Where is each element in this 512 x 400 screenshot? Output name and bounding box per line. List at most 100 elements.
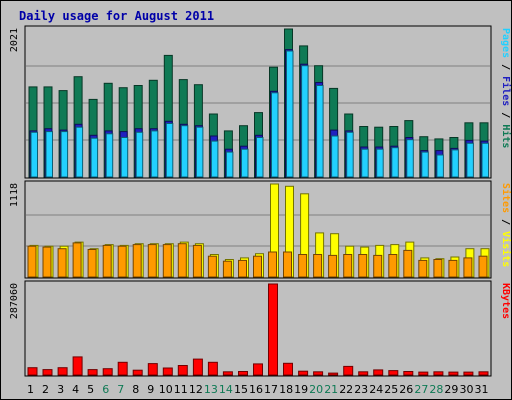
legend-hits-files-pages: Pages / Files / Hits: [500, 28, 512, 148]
bar-pages: [406, 139, 414, 178]
bar-pages: [301, 65, 309, 178]
bar-kbytes: [358, 371, 369, 376]
x-tick-label: 10: [159, 383, 173, 396]
legend-entry: Hits: [500, 124, 512, 148]
bar-sites: [147, 244, 157, 278]
chart-title: Daily usage for August 2011: [19, 9, 214, 23]
bar-sites: [177, 243, 187, 278]
legend-entry: Pages: [500, 28, 511, 58]
x-tick-label: 22: [339, 383, 353, 396]
bar-pages: [90, 137, 99, 178]
y-max-label: 287060: [9, 283, 20, 319]
bar-kbytes: [192, 358, 203, 376]
legend-entry: /: [500, 106, 511, 124]
x-tick-label: 4: [72, 383, 79, 396]
legend-entry: /: [500, 58, 511, 76]
x-tick-label: 6: [102, 383, 109, 396]
x-tick-label: 3: [57, 383, 64, 396]
x-tick-label: 28: [429, 383, 443, 396]
bar-kbytes: [117, 361, 128, 376]
bar-pages: [30, 131, 38, 178]
bar-pages: [60, 131, 69, 178]
bar-pages: [391, 147, 399, 178]
legend-entry: Files: [500, 76, 512, 106]
panel-kbytes: 287060 KBytes: [9, 280, 511, 377]
bar-pages: [316, 85, 324, 178]
x-tick-label: 25: [384, 383, 398, 396]
bar-sites: [418, 259, 428, 278]
bar-kbytes: [433, 371, 444, 376]
bar-kbytes: [373, 369, 384, 376]
x-tick-label: 7: [117, 383, 124, 396]
bar-pages: [286, 50, 294, 178]
bar-pages: [210, 140, 219, 178]
bar-sites: [222, 260, 232, 278]
bar-kbytes: [27, 367, 38, 376]
bar-pages: [271, 92, 279, 178]
bar-pages: [165, 123, 174, 178]
bar-sites: [328, 254, 338, 278]
x-tick-label: 8: [132, 383, 139, 396]
legend-kbytes: KBytes: [500, 283, 511, 319]
x-tick-label: 18: [279, 383, 293, 396]
x-tick-label: 11: [174, 383, 188, 396]
bar-kbytes: [162, 367, 173, 376]
x-tick-label: 21: [324, 383, 338, 396]
bar-kbytes: [343, 365, 354, 376]
bar-kbytes: [313, 371, 324, 376]
bar-pages: [361, 148, 369, 178]
legend-entry: KBytes: [500, 283, 511, 319]
legend-entry: /: [500, 213, 511, 231]
bar-sites: [463, 257, 473, 278]
bar-kbytes: [57, 367, 68, 376]
x-tick-label: 26: [399, 383, 413, 396]
bar-kbytes: [253, 363, 263, 376]
x-tick-label: 5: [87, 383, 94, 396]
bar-sites: [478, 255, 488, 278]
bar-sites: [268, 251, 277, 278]
bar-pages: [180, 125, 189, 178]
bar-kbytes: [283, 362, 293, 376]
y-max-label: 2021: [9, 28, 20, 52]
bar-sites: [343, 254, 353, 278]
bar-sites: [448, 259, 458, 278]
x-tick-label: 14: [219, 383, 233, 396]
x-tick-label: 1: [27, 383, 34, 396]
bar-pages: [75, 126, 84, 178]
bar-kbytes: [42, 369, 53, 376]
x-tick-label: 15: [234, 383, 248, 396]
x-tick-label: 31: [475, 383, 489, 396]
bar-pages: [421, 151, 429, 178]
bar-sites: [433, 259, 443, 278]
bar-sites: [72, 242, 82, 278]
bar-pages: [105, 133, 114, 178]
bar-kbytes: [72, 356, 83, 376]
bar-sites: [27, 245, 37, 278]
bar-sites: [373, 254, 383, 278]
x-tick-label: 12: [189, 383, 203, 396]
bar-sites: [132, 244, 142, 278]
bar-pages: [346, 131, 354, 178]
x-tick-label: 29: [444, 383, 458, 396]
x-tick-label: 23: [354, 383, 368, 396]
bar-pages: [436, 154, 444, 178]
bar-sites: [102, 244, 112, 278]
x-tick-label: 17: [264, 383, 278, 396]
plot-area: [24, 280, 492, 377]
x-tick-label: 13: [204, 383, 218, 396]
bar-kbytes: [463, 371, 474, 376]
bar-pages: [135, 131, 144, 178]
bar-sites: [388, 254, 398, 278]
x-tick-label: 20: [309, 383, 323, 396]
bar-pages: [376, 148, 384, 178]
bar-sites: [57, 248, 67, 278]
bar-sites: [253, 255, 262, 278]
bar-sites: [42, 246, 52, 278]
bar-kbytes: [147, 363, 158, 376]
bar-pages: [120, 137, 129, 178]
bar-pages: [481, 142, 489, 178]
bar-kbytes: [328, 372, 339, 376]
x-tick-label: 2: [42, 383, 49, 396]
bar-sites: [192, 244, 202, 278]
